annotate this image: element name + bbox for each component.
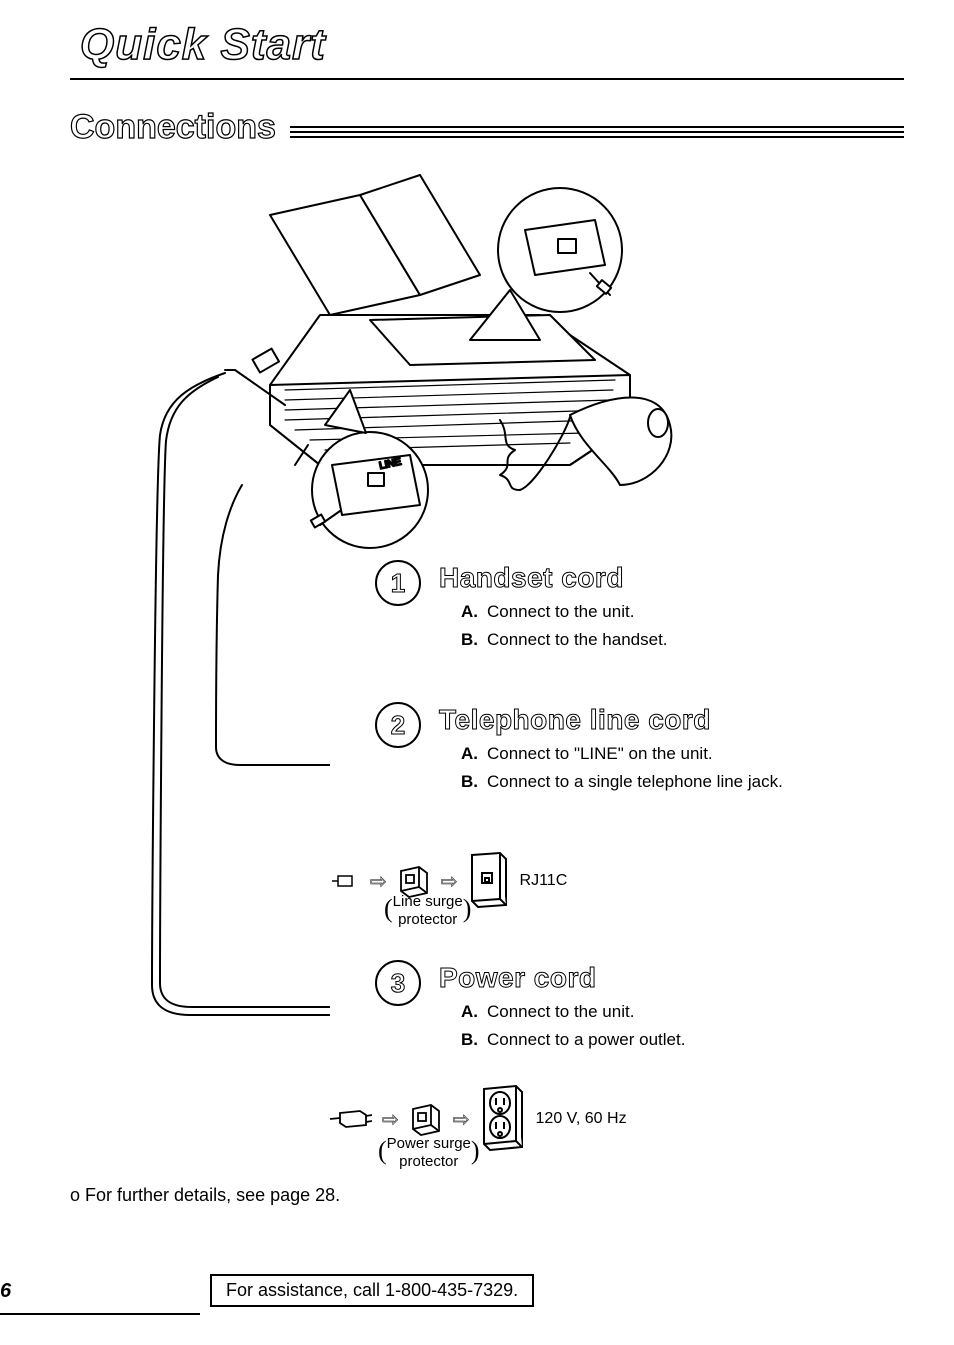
power-plug-icon xyxy=(326,1105,372,1133)
diagram-area: LINE 1 xyxy=(70,165,904,1185)
title-rule xyxy=(70,78,904,80)
arrow-icon: ⇨ xyxy=(382,1107,399,1132)
step-3-number: 3 xyxy=(375,960,421,1006)
section-header: Connections xyxy=(70,108,904,147)
bottom-rule xyxy=(0,1313,200,1315)
step-3-item-a: A.Connect to the unit. xyxy=(461,1002,685,1022)
page-number: 6 xyxy=(0,1280,11,1303)
arrow-icon: ⇨ xyxy=(370,869,387,894)
page-title: Quick Start xyxy=(70,20,904,70)
step-2-item-b: B.Connect to a single telephone line jac… xyxy=(461,772,783,792)
step-1: 1 Handset cord A.Connect to the unit. B.… xyxy=(375,560,668,658)
step-3-title: Power cord xyxy=(439,962,685,994)
step-1-item-b: B.Connect to the handset. xyxy=(461,630,668,650)
step-1-number: 1 xyxy=(375,560,421,606)
power-outlet-icon xyxy=(480,1083,526,1155)
line-surge-caption: ( Line surge protector ) xyxy=(384,893,471,929)
power-surge-caption: ( Power surge protector ) xyxy=(378,1135,480,1171)
step-2: 2 Telephone line cord A.Connect to "LINE… xyxy=(375,702,783,800)
arrow-icon: ⇨ xyxy=(453,1107,470,1132)
step-2-number: 2 xyxy=(375,702,421,748)
step-1-title: Handset cord xyxy=(439,562,668,594)
arrow-icon: ⇨ xyxy=(441,869,458,894)
step-1-item-a: A.Connect to the unit. xyxy=(461,602,668,622)
jack-label: RJ11C xyxy=(520,872,568,890)
section-rules xyxy=(290,118,904,138)
plug-small-icon xyxy=(330,870,360,892)
assistance-box: For assistance, call 1-800-435-7329. xyxy=(210,1274,534,1307)
step-3: 3 Power cord A.Connect to the unit. B.Co… xyxy=(375,960,685,1058)
step-2-item-a: A.Connect to "LINE" on the unit. xyxy=(461,744,783,764)
section-title: Connections xyxy=(70,108,276,147)
step-3-item-b: B.Connect to a power outlet. xyxy=(461,1030,685,1050)
step-2-title: Telephone line cord xyxy=(439,704,783,736)
wall-jack-icon xyxy=(468,851,510,911)
outlet-label: 120 V, 60 Hz xyxy=(536,1110,627,1128)
surge-box-icon xyxy=(409,1101,443,1137)
